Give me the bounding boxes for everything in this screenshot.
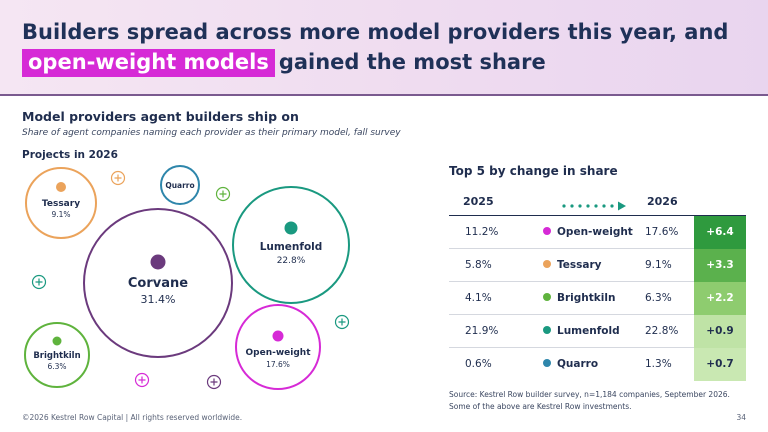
value-2026: 6.3% (645, 292, 672, 304)
bubble-open-weight-value: 17.6% (266, 360, 290, 369)
bubble-lumenfold-name: Lumenfold (260, 241, 323, 253)
provider-name: Tessary (543, 259, 602, 271)
plus-icon-4 (334, 314, 350, 330)
table-row: 0.6% Quarro 1.3% +0.7 (449, 348, 746, 381)
source-line-1: Source: Kestrel Row builder survey, n=1,… (449, 390, 730, 399)
value-2025: 21.9% (465, 325, 499, 337)
table-row: 5.8% Tessary 9.1% +3.3 (449, 249, 746, 282)
dotted-arrow-icon (562, 201, 626, 211)
provider-label: Open-weight (557, 226, 633, 238)
provider-dot-icon (543, 359, 551, 367)
value-2026: 22.8% (645, 325, 679, 337)
bubble-tessary-ring (25, 167, 97, 239)
provider-dot-icon (543, 227, 551, 235)
value-2026: 17.6% (645, 226, 679, 238)
table-title: Top 5 by change in share (449, 164, 618, 178)
change-table: 2025 2026 11.2% Open-weight 17.6% +6.4 5.8% T… (449, 188, 746, 381)
section-subtitle: Share of agent companies naming each pro… (22, 128, 401, 138)
bubble-open-weight: Open-weight 17.6% (235, 304, 321, 390)
value-2025: 4.1% (465, 292, 492, 304)
change-badge: +6.4 (694, 216, 746, 249)
bubble-corvane-value: 31.4% (141, 293, 176, 306)
change-badge: +3.3 (694, 249, 746, 282)
value-2026: 9.1% (645, 259, 672, 271)
bubble-tessary-value: 9.1% (51, 210, 70, 219)
title-line-2-rest: gained the most share (278, 50, 546, 74)
provider-name: Quarro (543, 358, 598, 370)
change-badge: +0.7 (694, 348, 746, 381)
plus-icon-1 (110, 170, 126, 186)
bubble-corvane-ring (83, 208, 233, 358)
change-badge: +2.2 (694, 282, 746, 315)
col-2025-header: 2025 (463, 195, 494, 208)
title-highlight: open-weight models (22, 49, 275, 77)
bubble-brightkiln-ring (24, 322, 90, 388)
plus-icon-6 (206, 374, 222, 390)
bubble-corvane-name: Corvane (128, 276, 188, 291)
bubble-brightkiln-value: 6.3% (47, 362, 66, 371)
bubble-corvane: Corvane 31.4% (83, 208, 233, 358)
table-row: 11.2% Open-weight 17.6% +6.4 (449, 216, 746, 249)
value-2025: 11.2% (465, 226, 499, 238)
value-2026: 1.3% (645, 358, 672, 370)
source-line-2: Some of the above are Kestrel Row invest… (449, 402, 632, 411)
bubble-open-weight-name: Open-weight (246, 348, 312, 358)
header-banner: Builders spread across more model provid… (0, 0, 768, 96)
bubble-corvane-dot (150, 254, 166, 270)
bubble-lumenfold-dot (284, 221, 298, 235)
table-row: 21.9% Lumenfold 22.8% +0.9 (449, 315, 746, 348)
provider-label: Lumenfold (557, 325, 620, 337)
bubble-quarro-ring (160, 165, 200, 205)
page-number: 34 (736, 413, 746, 422)
bubble-lumenfold-ring (232, 186, 350, 304)
provider-name: Lumenfold (543, 325, 620, 337)
plus-icon-5 (134, 372, 150, 388)
bubble-brightkiln-name: Brightkiln (33, 351, 80, 361)
bubble-tessary-dot (56, 182, 66, 192)
bubble-quarro: Quarro (160, 165, 200, 205)
source-note: Source: Kestrel Row builder survey, n=1,… (449, 389, 749, 413)
value-2025: 0.6% (465, 358, 492, 370)
bubble-chart: Corvane 31.4% Lumenfold 22.8% Open-weigh… (24, 165, 350, 390)
provider-label: Brightkiln (557, 292, 616, 304)
provider-dot-icon (543, 326, 551, 334)
provider-dot-icon (543, 293, 551, 301)
bubble-tessary-name: Tessary (42, 199, 80, 209)
col-2026-header: 2026 (647, 195, 678, 208)
bubble-tessary: Tessary 9.1% (25, 167, 97, 239)
bubble-brightkiln: Brightkiln 6.3% (24, 322, 90, 388)
change-badge: +0.9 (694, 315, 746, 348)
bubble-open-weight-dot (272, 330, 284, 342)
page-title-line-2: open-weight models gained the most share (22, 49, 546, 77)
value-2025: 5.8% (465, 259, 492, 271)
footer-copyright: ©2026 Kestrel Row Capital | All rights r… (22, 413, 243, 422)
plus-icon-2 (215, 186, 231, 202)
bubble-open-weight-ring (235, 304, 321, 390)
provider-label: Tessary (557, 259, 602, 271)
provider-name: Brightkiln (543, 292, 615, 304)
provider-dot-icon (543, 260, 551, 268)
plus-icon-3 (31, 274, 47, 290)
bubble-quarro-name: Quarro (165, 181, 194, 190)
provider-name: Open-weight (543, 226, 633, 238)
bubble-lumenfold-value: 22.8% (277, 256, 306, 266)
bubble-lumenfold: Lumenfold 22.8% (232, 186, 350, 304)
page-title-line-1: Builders spread across more model provid… (22, 20, 729, 44)
section-title: Model providers agent builders ship on (22, 109, 299, 124)
table-header: 2025 2026 (449, 188, 746, 216)
bubble-brightkiln-dot (52, 336, 62, 346)
projects-label: Projects in 2026 (22, 149, 118, 161)
table-row: 4.1% Brightkiln 6.3% +2.2 (449, 282, 746, 315)
provider-label: Quarro (557, 358, 599, 370)
